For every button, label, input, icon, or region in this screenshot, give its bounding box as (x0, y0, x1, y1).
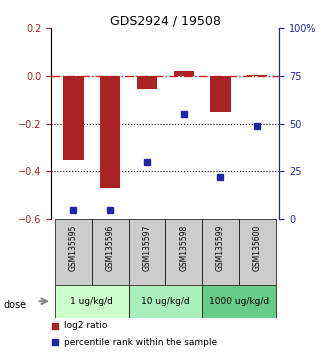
Bar (210, 76, 230, 112)
Text: percentile rank within the sample: percentile rank within the sample (64, 338, 217, 347)
Text: dose: dose (3, 300, 26, 310)
Text: 1 ug/kg/d: 1 ug/kg/d (70, 297, 113, 306)
Bar (100, 76, 120, 188)
Text: GSM135599: GSM135599 (216, 224, 225, 271)
Bar (63, 76, 83, 160)
Bar (128, 219, 165, 285)
Title: GDS2924 / 19508: GDS2924 / 19508 (110, 14, 221, 27)
Bar (202, 219, 239, 285)
Bar (202, 285, 276, 318)
Text: GSM135600: GSM135600 (253, 224, 262, 271)
Text: GSM135595: GSM135595 (69, 224, 78, 271)
Bar (137, 76, 157, 89)
Bar (128, 285, 202, 318)
Bar (55, 285, 128, 318)
Text: log2 ratio: log2 ratio (64, 321, 107, 330)
Text: 1000 ug/kg/d: 1000 ug/kg/d (209, 297, 269, 306)
Text: GSM135597: GSM135597 (143, 224, 152, 271)
Text: GSM135598: GSM135598 (179, 224, 188, 271)
Text: 10 ug/kg/d: 10 ug/kg/d (141, 297, 190, 306)
Bar (165, 219, 202, 285)
Bar (174, 71, 194, 76)
Bar (247, 75, 267, 76)
Bar (55, 219, 92, 285)
Bar (239, 219, 276, 285)
Bar (92, 219, 128, 285)
Text: GSM135596: GSM135596 (106, 224, 115, 271)
